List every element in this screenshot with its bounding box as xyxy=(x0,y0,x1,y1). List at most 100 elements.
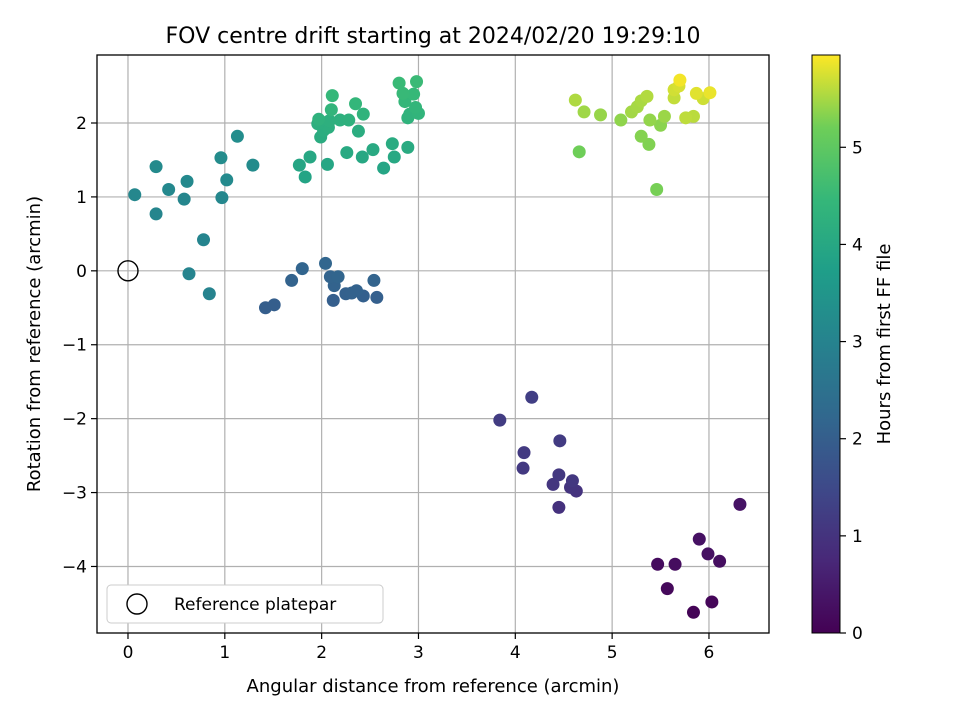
data-points xyxy=(128,73,747,619)
data-point xyxy=(303,150,317,164)
legend-label: Reference platepar xyxy=(174,595,336,615)
x-tick-label: 0 xyxy=(123,643,134,663)
data-point xyxy=(377,161,391,175)
colorbar-tick-label: 3 xyxy=(852,333,863,353)
data-point xyxy=(230,129,244,143)
data-point xyxy=(349,97,363,111)
data-point xyxy=(692,532,706,546)
data-point xyxy=(298,170,312,184)
plot-area-frame xyxy=(96,54,770,634)
data-point xyxy=(552,500,566,514)
data-point xyxy=(713,554,727,568)
data-point xyxy=(322,114,336,128)
data-point xyxy=(668,557,682,571)
data-point xyxy=(565,474,579,488)
data-point xyxy=(342,113,356,127)
data-point xyxy=(660,582,674,596)
data-point xyxy=(392,76,406,90)
colorbar-gradient xyxy=(811,54,841,634)
data-point xyxy=(331,270,345,284)
y-tick-label: −3 xyxy=(62,484,87,504)
data-point xyxy=(292,158,306,172)
reference-point xyxy=(117,260,139,282)
data-point xyxy=(614,113,628,127)
data-point xyxy=(651,557,665,571)
colorbar-tick-label: 4 xyxy=(852,235,863,255)
data-point xyxy=(267,298,281,312)
data-point xyxy=(182,267,196,281)
y-tick-label: 1 xyxy=(76,188,87,208)
data-point xyxy=(295,262,309,276)
data-point xyxy=(356,107,370,121)
data-point xyxy=(552,468,566,482)
y-tick-label: −4 xyxy=(62,557,87,577)
data-point xyxy=(642,137,656,151)
data-point xyxy=(733,497,747,511)
data-point xyxy=(673,73,687,87)
x-axis-ticks: 0 1 2 3 4 5 6 xyxy=(123,633,715,663)
data-point xyxy=(701,547,715,561)
data-point xyxy=(324,103,338,117)
data-point xyxy=(553,434,567,448)
data-point xyxy=(149,160,163,174)
data-point xyxy=(401,140,415,154)
colorbar-label: Hours from first FF file xyxy=(874,244,895,445)
data-point xyxy=(370,290,384,304)
data-point xyxy=(351,124,365,138)
y-tick-label: 2 xyxy=(76,114,87,134)
reference-marker xyxy=(117,260,139,282)
data-point xyxy=(572,145,586,159)
data-point xyxy=(340,146,354,160)
data-point xyxy=(643,113,657,127)
data-point xyxy=(409,100,423,114)
data-point xyxy=(594,108,608,122)
data-point xyxy=(686,605,700,619)
chart-title: FOV centre drift starting at 2024/02/20 … xyxy=(166,24,701,49)
data-point xyxy=(214,151,228,165)
colorbar: 0 1 2 3 4 5 Hours from first FF file xyxy=(811,54,895,644)
y-tick-label: −2 xyxy=(62,410,87,430)
data-point xyxy=(162,183,176,197)
data-point xyxy=(355,150,369,164)
data-point xyxy=(396,86,410,100)
data-point xyxy=(577,105,591,119)
colorbar-tick-label: 1 xyxy=(852,527,863,547)
data-point xyxy=(215,191,229,205)
data-point xyxy=(493,413,507,427)
y-tick-label: −1 xyxy=(62,336,87,356)
data-point xyxy=(385,137,399,151)
data-point xyxy=(546,477,560,491)
colorbar-tick-label: 2 xyxy=(852,430,863,450)
data-point xyxy=(197,233,211,247)
data-point xyxy=(703,86,717,100)
data-point xyxy=(516,461,530,475)
data-point xyxy=(705,595,719,609)
data-point xyxy=(320,157,334,171)
data-point xyxy=(177,192,191,206)
colorbar-ticks: 0 1 2 3 4 5 xyxy=(840,138,863,644)
data-point xyxy=(407,87,421,101)
data-point xyxy=(410,75,424,89)
data-point xyxy=(367,273,381,287)
colorbar-tick-label: 0 xyxy=(852,624,863,644)
data-point xyxy=(679,111,693,125)
data-point xyxy=(366,143,380,157)
x-tick-label: 4 xyxy=(510,643,521,663)
x-tick-label: 6 xyxy=(704,643,715,663)
data-point xyxy=(319,256,333,270)
data-point xyxy=(326,293,340,307)
data-point xyxy=(202,287,216,301)
y-axis-ticks: −4 −3 −2 −1 0 1 2 xyxy=(62,114,97,577)
legend-box xyxy=(106,584,384,624)
x-axis-label: Angular distance from reference (arcmin) xyxy=(247,676,620,697)
data-point xyxy=(634,129,648,143)
grid-lines xyxy=(97,55,769,633)
y-axis-label: Rotation from reference (arcmin) xyxy=(24,196,45,492)
data-point xyxy=(149,207,163,221)
data-point xyxy=(180,174,194,188)
data-point xyxy=(246,158,260,172)
data-point xyxy=(657,109,671,123)
data-point xyxy=(689,86,703,100)
data-point xyxy=(312,112,326,126)
